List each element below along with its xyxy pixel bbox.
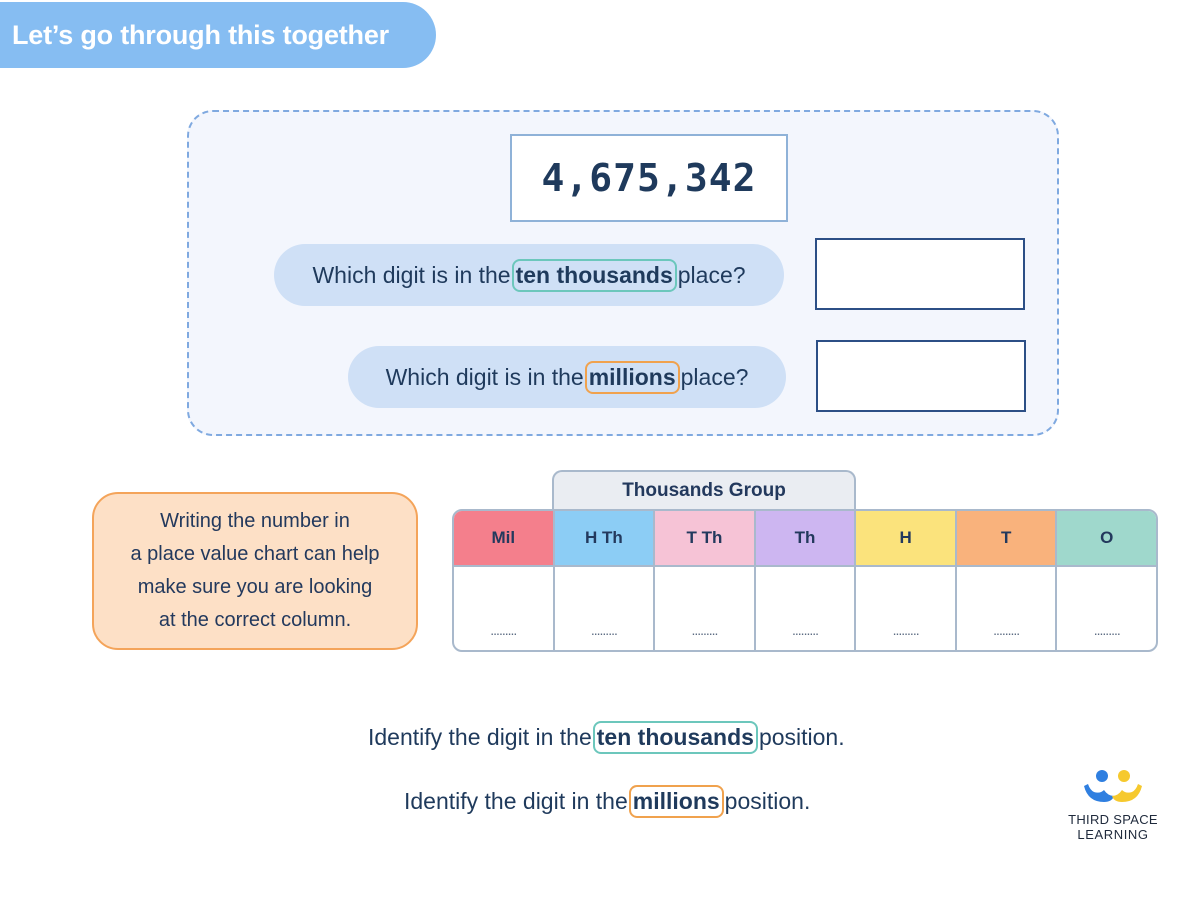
answer-box-millions[interactable] <box>816 340 1026 412</box>
question-text-after: place? <box>677 261 746 288</box>
question-text-before: Which digit is in the <box>385 363 584 390</box>
column-header: Th <box>755 511 855 567</box>
tip-line: Writing the number in <box>160 510 350 532</box>
group-label-text: Thousands Group <box>622 480 786 501</box>
column-header: O <box>1057 511 1156 567</box>
tip-callout: Writing the number in a place value char… <box>92 492 418 650</box>
column-ones: O ......... <box>1055 511 1156 650</box>
logo-text-line1: THIRD SPACE <box>1068 812 1158 827</box>
number-value: 4,675,342 <box>541 156 757 200</box>
instruction-text-after: position. <box>724 788 811 814</box>
highlight-millions: millions <box>628 785 724 818</box>
column-blank[interactable]: ......... <box>892 622 920 638</box>
column-header: Mil <box>454 511 553 567</box>
banner-title: Let’s go through this together <box>12 19 389 50</box>
people-icon <box>1084 770 1142 802</box>
tip-line: at the correct column. <box>158 609 352 631</box>
tip-line: make sure you are looking <box>137 576 373 598</box>
logo-text-line2: LEARNING <box>1077 827 1149 842</box>
column-millions: Mil ......... <box>454 511 553 650</box>
column-tens: T ......... <box>954 511 1056 650</box>
instruction-text-before: Identify the digit in the <box>404 788 628 814</box>
column-blank[interactable]: ......... <box>691 622 718 638</box>
column-ten-thousands: T Th ......... <box>653 511 754 650</box>
tip-line: a place value chart can help <box>130 543 380 565</box>
column-blank[interactable]: ......... <box>490 622 517 638</box>
highlight-millions: millions <box>584 360 680 394</box>
third-space-learning-logo: THIRD SPACE LEARNING <box>1058 768 1168 852</box>
number-display: 4,675,342 <box>510 134 788 222</box>
highlight-ten-thousands: ten thousands <box>592 721 758 754</box>
column-hundreds: H ......... <box>854 511 955 650</box>
instruction-ten-thousands: Identify the digit in the ten thousands … <box>368 721 845 754</box>
thousands-group-label: Thousands Group <box>552 470 856 514</box>
instruction-millions: Identify the digit in the millions posit… <box>404 785 810 818</box>
question-text-after: place? <box>680 363 749 390</box>
column-header: H Th <box>554 511 654 567</box>
column-hundred-thousands: H Th ......... <box>552 511 654 650</box>
question-millions: Which digit is in the millions place? <box>348 346 786 408</box>
highlight-ten-thousands: ten thousands <box>511 258 677 292</box>
place-value-chart: Mil ......... H Th ......... T Th ......… <box>452 509 1158 652</box>
question-ten-thousands: Which digit is in the ten thousands plac… <box>274 244 784 306</box>
lesson-banner: Let’s go through this together <box>0 2 436 68</box>
question-text-before: Which digit is in the <box>312 261 511 288</box>
column-blank[interactable]: ......... <box>993 622 1020 638</box>
column-header: T Th <box>655 511 754 567</box>
column-blank[interactable]: ......... <box>1093 622 1121 638</box>
column-blank[interactable]: ......... <box>590 622 618 638</box>
column-blank[interactable]: ......... <box>792 622 819 638</box>
column-thousands: Th ......... <box>753 511 855 650</box>
column-header: H <box>856 511 955 567</box>
instruction-text-before: Identify the digit in the <box>368 724 592 750</box>
column-header: T <box>956 511 1056 567</box>
instruction-text-after: position. <box>758 724 845 750</box>
answer-box-ten-thousands[interactable] <box>815 238 1025 310</box>
